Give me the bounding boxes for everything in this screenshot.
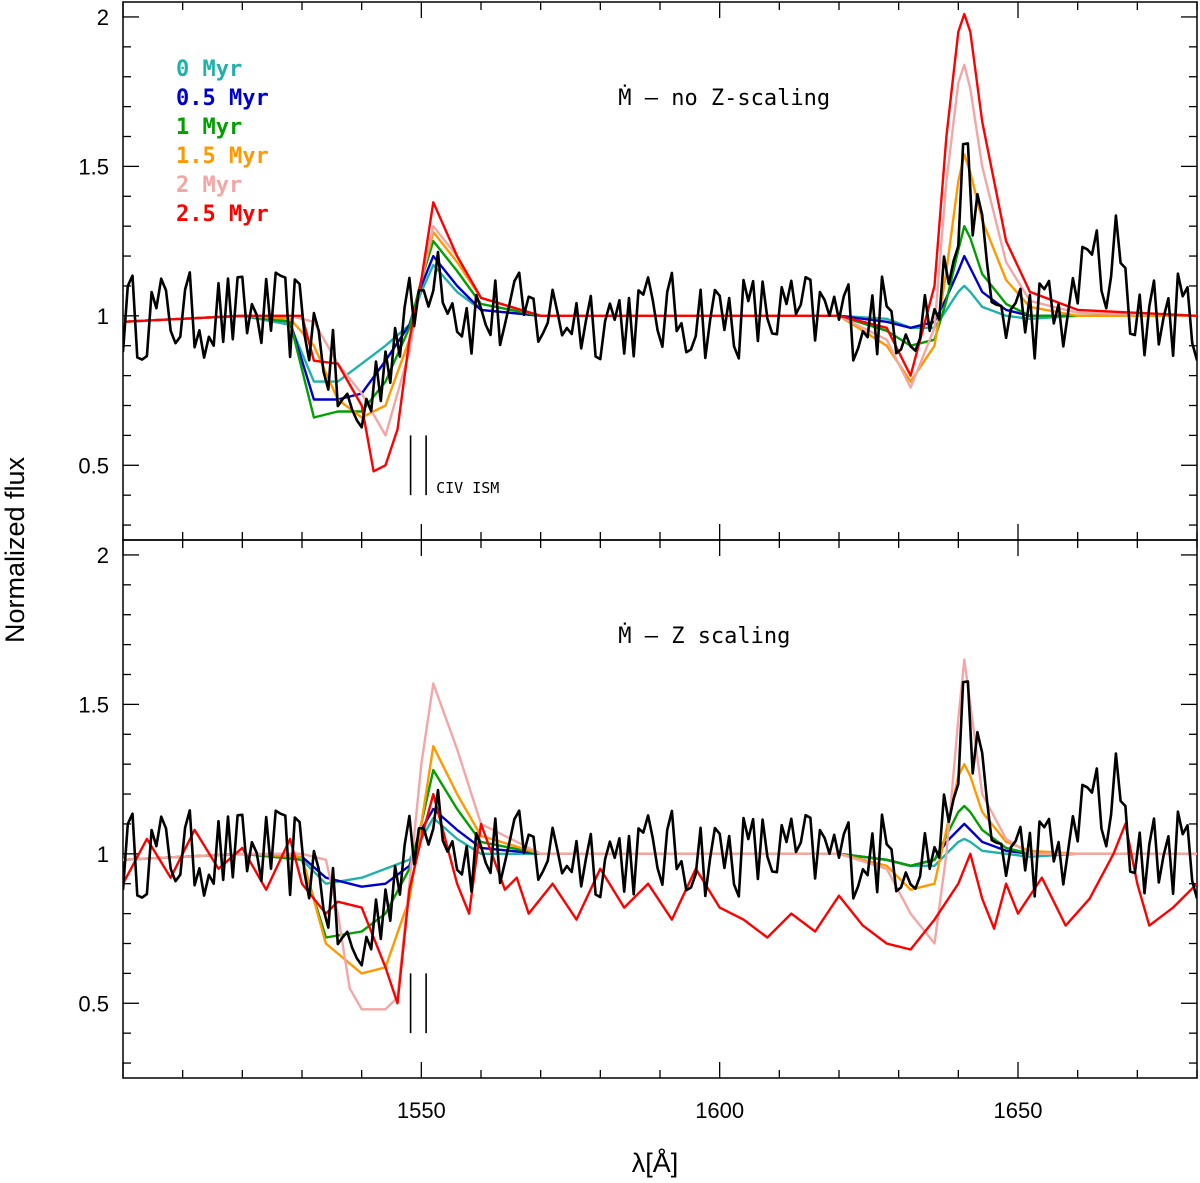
y-tick-label: 2: [97, 5, 109, 30]
legend-entry: 1 Myr: [176, 115, 242, 140]
panel-label: Ṁ – Z scaling: [618, 623, 790, 649]
panel-label: Ṁ – no Z-scaling: [618, 85, 830, 111]
y-axis-title: Normalized flux: [0, 456, 30, 643]
x-tick-label: 1600: [695, 1098, 744, 1123]
legend-entry: 0.5 Myr: [176, 86, 269, 111]
y-tick-label: 1: [97, 842, 109, 867]
panel-frame: [122, 539, 1198, 1079]
series-line-2-Myr: [123, 63, 1197, 437]
axis-labels: λ[Å] Normalized flux: [0, 456, 678, 1178]
series-line-2_5-Myr: [123, 792, 1197, 1005]
ism-label: CIV ISM: [436, 479, 499, 497]
x-tick-label: 1650: [994, 1098, 1043, 1123]
series-line-1_5-Myr: [123, 153, 1197, 419]
series-line-2_5-Myr: [123, 12, 1197, 473]
legend-entry: 2 Myr: [176, 173, 242, 198]
lower-panel: 0.5 1 1.5 2 1550 1600 1650 Ṁ – Z scaling: [78, 539, 1198, 1123]
y-tick-label: 1.5: [78, 154, 109, 179]
y-tick-label: 2: [97, 543, 109, 568]
series-group: [123, 658, 1197, 1011]
observed-spectrum-line: [123, 680, 1197, 967]
series-line-2-Myr: [123, 658, 1197, 1011]
y-tick-label: 1.5: [78, 692, 109, 717]
y-tick-label: 0.5: [78, 453, 109, 478]
series-group: [123, 12, 1197, 473]
upper-panel: 0.5 1 1.5 2 CIV ISM Ṁ – no Z-scaling 0 Myr 0.5 …: [78, 1, 1198, 541]
panel-frame: [122, 1, 1198, 541]
legend-entry: 2.5 Myr: [176, 202, 269, 227]
y-tick-label: 1: [97, 304, 109, 329]
y-tick-label: 0.5: [78, 991, 109, 1016]
x-axis-title: λ[Å]: [632, 1147, 679, 1178]
x-tick-label: 1550: [397, 1098, 446, 1123]
observed-spectrum-line: [123, 142, 1197, 429]
legend-entry: 0 Myr: [176, 57, 242, 82]
legend-entry: 1.5 Myr: [176, 144, 269, 169]
